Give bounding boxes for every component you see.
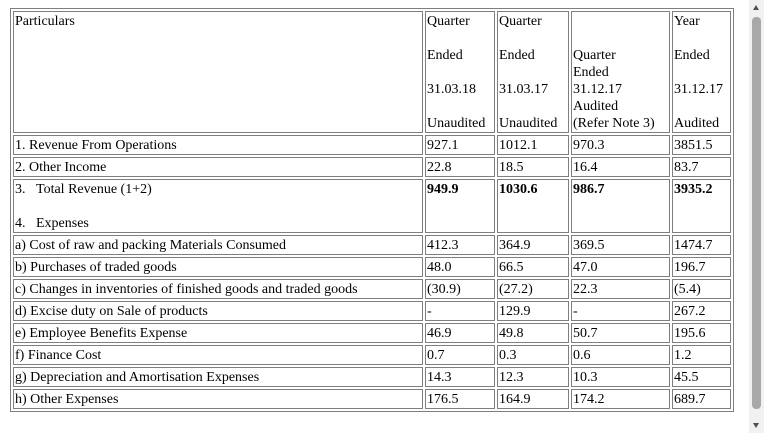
header-line: Quarter bbox=[573, 48, 616, 63]
row-label: g) Depreciation and Amortisation Expense… bbox=[13, 367, 423, 387]
table-row: e) Employee Benefits Expense 46.9 49.8 5… bbox=[13, 323, 731, 343]
table-row: f) Finance Cost 0.7 0.3 0.6 1.2 bbox=[13, 345, 731, 365]
table-row: g) Depreciation and Amortisation Expense… bbox=[13, 367, 731, 387]
row-label: 2. Other Income bbox=[13, 157, 423, 177]
header-line: Quarter bbox=[499, 14, 542, 29]
table-cell: 12.3 bbox=[497, 367, 569, 387]
table-cell: 45.5 bbox=[672, 367, 731, 387]
table-cell: - bbox=[571, 301, 670, 321]
table-cell: 1012.1 bbox=[497, 135, 569, 155]
header-line: Ended bbox=[499, 48, 535, 63]
header-line: 31.03.18 bbox=[427, 82, 476, 97]
table-cell: 689.7 bbox=[672, 389, 731, 409]
row-label-total-revenue: 3. Total Revenue (1+2) 4. Expenses bbox=[13, 179, 423, 233]
header-line: Unaudited bbox=[499, 116, 558, 131]
table-cell: 1030.6 bbox=[497, 179, 569, 233]
table-cell: 986.7 bbox=[571, 179, 670, 233]
table-cell: 949.9 bbox=[425, 179, 495, 233]
table-cell: 3851.5 bbox=[672, 135, 731, 155]
row-label: c) Changes in inventories of finished go… bbox=[13, 279, 423, 299]
table-cell: 48.0 bbox=[425, 257, 495, 277]
scrollbar-thumb[interactable] bbox=[752, 17, 761, 409]
table-cell: 412.3 bbox=[425, 235, 495, 255]
table-row: 2. Other Income 22.8 18.5 16.4 83.7 bbox=[13, 157, 731, 177]
table-cell: 50.7 bbox=[571, 323, 670, 343]
table-row: h) Other Expenses 176.5 164.9 174.2 689.… bbox=[13, 389, 731, 409]
table-cell: 0.7 bbox=[425, 345, 495, 365]
triangle-up-icon bbox=[753, 5, 759, 10]
table-cell: 927.1 bbox=[425, 135, 495, 155]
header-line: Ended bbox=[573, 65, 609, 80]
table-cell: 46.9 bbox=[425, 323, 495, 343]
table-row: a) Cost of raw and packing Materials Con… bbox=[13, 235, 731, 255]
row-label: 3. Total Revenue (1+2) bbox=[15, 182, 152, 197]
row-label: d) Excise duty on Sale of products bbox=[13, 301, 423, 321]
table-cell: 49.8 bbox=[497, 323, 569, 343]
row-label: 1. Revenue From Operations bbox=[13, 135, 423, 155]
header-line: Unaudited bbox=[427, 116, 486, 131]
header-line: Year bbox=[674, 14, 700, 29]
table-row: b) Purchases of traded goods 48.0 66.5 4… bbox=[13, 257, 731, 277]
table-cell: 18.5 bbox=[497, 157, 569, 177]
row-label: e) Employee Benefits Expense bbox=[13, 323, 423, 343]
table-row: 1. Revenue From Operations 927.1 1012.1 … bbox=[13, 135, 731, 155]
vertical-scrollbar[interactable] bbox=[749, 0, 764, 433]
scroll-down-button[interactable] bbox=[749, 418, 764, 433]
table-cell: 364.9 bbox=[497, 235, 569, 255]
financial-results-table: Particulars Quarter Ended 31.03.18 Unaud… bbox=[10, 8, 734, 412]
table-cell: 174.2 bbox=[571, 389, 670, 409]
table-cell: 22.8 bbox=[425, 157, 495, 177]
table-cell: 267.2 bbox=[672, 301, 731, 321]
table-cell: 164.9 bbox=[497, 389, 569, 409]
table-cell: 1.2 bbox=[672, 345, 731, 365]
header-line: Audited bbox=[573, 99, 619, 114]
header-line: Ended bbox=[427, 48, 463, 63]
header-line: Quarter bbox=[427, 14, 470, 29]
header-year-ended-31-12-17: Year Ended 31.12.17 Audited bbox=[672, 11, 731, 133]
row-label: h) Other Expenses bbox=[13, 389, 423, 409]
table-cell: (30.9) bbox=[425, 279, 495, 299]
table-cell: 0.3 bbox=[497, 345, 569, 365]
header-line: 31.03.17 bbox=[499, 82, 548, 97]
table-cell: 1474.7 bbox=[672, 235, 731, 255]
header-line: 31.12.17 bbox=[674, 82, 723, 97]
table-cell: 66.5 bbox=[497, 257, 569, 277]
table-cell: 0.6 bbox=[571, 345, 670, 365]
table-cell: 970.3 bbox=[571, 135, 670, 155]
table-cell: 196.7 bbox=[672, 257, 731, 277]
header-line: Ended bbox=[674, 48, 710, 63]
header-quarter-ended-31-03-17: Quarter Ended 31.03.17 Unaudited bbox=[497, 11, 569, 133]
table-cell: 14.3 bbox=[425, 367, 495, 387]
row-label: b) Purchases of traded goods bbox=[13, 257, 423, 277]
header-row: Particulars Quarter Ended 31.03.18 Unaud… bbox=[13, 11, 731, 133]
table-cell: 10.3 bbox=[571, 367, 670, 387]
table-row: c) Changes in inventories of finished go… bbox=[13, 279, 731, 299]
header-particulars: Particulars bbox=[13, 11, 423, 133]
table-cell: 16.4 bbox=[571, 157, 670, 177]
table-cell: (5.4) bbox=[672, 279, 731, 299]
row-label: f) Finance Cost bbox=[13, 345, 423, 365]
table-cell: - bbox=[425, 301, 495, 321]
header-quarter-ended-31-12-17: Quarter Ended 31.12.17 Audited (Refer No… bbox=[571, 11, 670, 133]
header-line: Audited bbox=[674, 116, 720, 131]
table-cell: 22.3 bbox=[571, 279, 670, 299]
table-cell: 83.7 bbox=[672, 157, 731, 177]
table-cell: 176.5 bbox=[425, 389, 495, 409]
header-quarter-ended-31-03-18: Quarter Ended 31.03.18 Unaudited bbox=[425, 11, 495, 133]
triangle-down-icon bbox=[753, 423, 759, 428]
table-cell: 3935.2 bbox=[672, 179, 731, 233]
header-line: 31.12.17 bbox=[573, 82, 622, 97]
scroll-up-button[interactable] bbox=[749, 0, 764, 15]
table-cell: 195.6 bbox=[672, 323, 731, 343]
row-label: a) Cost of raw and packing Materials Con… bbox=[13, 235, 423, 255]
table-cell: 129.9 bbox=[497, 301, 569, 321]
header-line: (Refer Note 3) bbox=[573, 116, 655, 131]
table-cell: (27.2) bbox=[497, 279, 569, 299]
table-row: d) Excise duty on Sale of products - 129… bbox=[13, 301, 731, 321]
table-cell: 47.0 bbox=[571, 257, 670, 277]
table-row: 3. Total Revenue (1+2) 4. Expenses 949.9… bbox=[13, 179, 731, 233]
row-label: 4. Expenses bbox=[15, 216, 89, 231]
table-cell: 369.5 bbox=[571, 235, 670, 255]
